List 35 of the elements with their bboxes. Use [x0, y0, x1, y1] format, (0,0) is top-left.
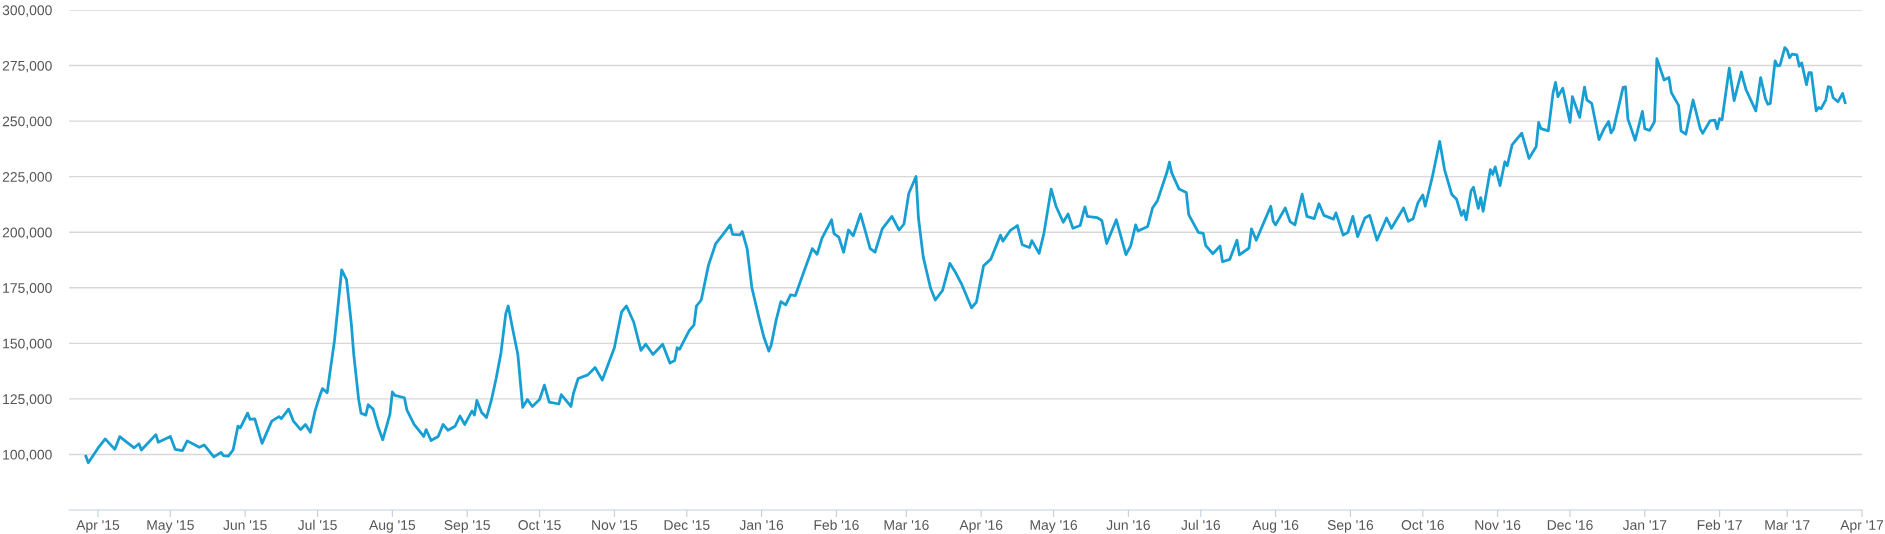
x-tick-label: Sep '16 [1327, 520, 1374, 533]
x-tick-label: Apr '15 [76, 520, 120, 533]
x-tick-label: Aug '15 [369, 520, 416, 533]
x-tick-label: Apr '17 [1840, 520, 1884, 533]
x-tick-label: Oct '16 [1401, 520, 1444, 530]
y-tick-label: 250,000 [2, 116, 52, 128]
y-tick-label: 125,000 [3, 394, 52, 406]
x-tick-label: Oct '15 [518, 520, 561, 530]
x-tick-label: Jan '17 [1622, 520, 1667, 530]
y-tick-label: 275,000 [2, 60, 52, 73]
x-tick-label: May '16 [1030, 520, 1078, 533]
y-tick-label: 150,000 [3, 338, 52, 351]
x-tick-label: Mar '17 [1765, 520, 1810, 530]
x-tick-label: Feb '16 [814, 519, 859, 530]
y-tick-label: 225,000 [2, 172, 52, 184]
y-tick-label: 100,000 [3, 449, 52, 462]
x-tick-label: Sep '15 [444, 520, 490, 533]
y-tick-label: 200,000 [2, 227, 52, 240]
y-tick-label: 300,000 [2, 5, 52, 17]
x-tick-label: Jul '16 [1181, 519, 1221, 530]
x-tick-label: Nov '15 [592, 520, 638, 530]
x-tick-label: Mar '16 [884, 520, 929, 530]
x-tick-label: Jun '16 [1106, 520, 1150, 530]
x-tick-label: Dec '15 [664, 520, 710, 530]
x-tick-label: Jul '15 [297, 519, 337, 530]
line-series [84, 46, 1847, 465]
x-tick-label: Jan '16 [739, 520, 784, 530]
x-tick-label: Aug '16 [1252, 520, 1299, 533]
x-tick-label: Feb '17 [1697, 519, 1742, 530]
x-tick-label: Nov '16 [1475, 520, 1521, 530]
x-tick-label: Dec '16 [1547, 520, 1593, 530]
x-tick-label: Jun '15 [223, 520, 267, 530]
x-tick-label: May '15 [147, 520, 194, 533]
y-tick-label: 175,000 [3, 283, 52, 295]
x-tick-label: Apr '16 [959, 520, 1003, 533]
